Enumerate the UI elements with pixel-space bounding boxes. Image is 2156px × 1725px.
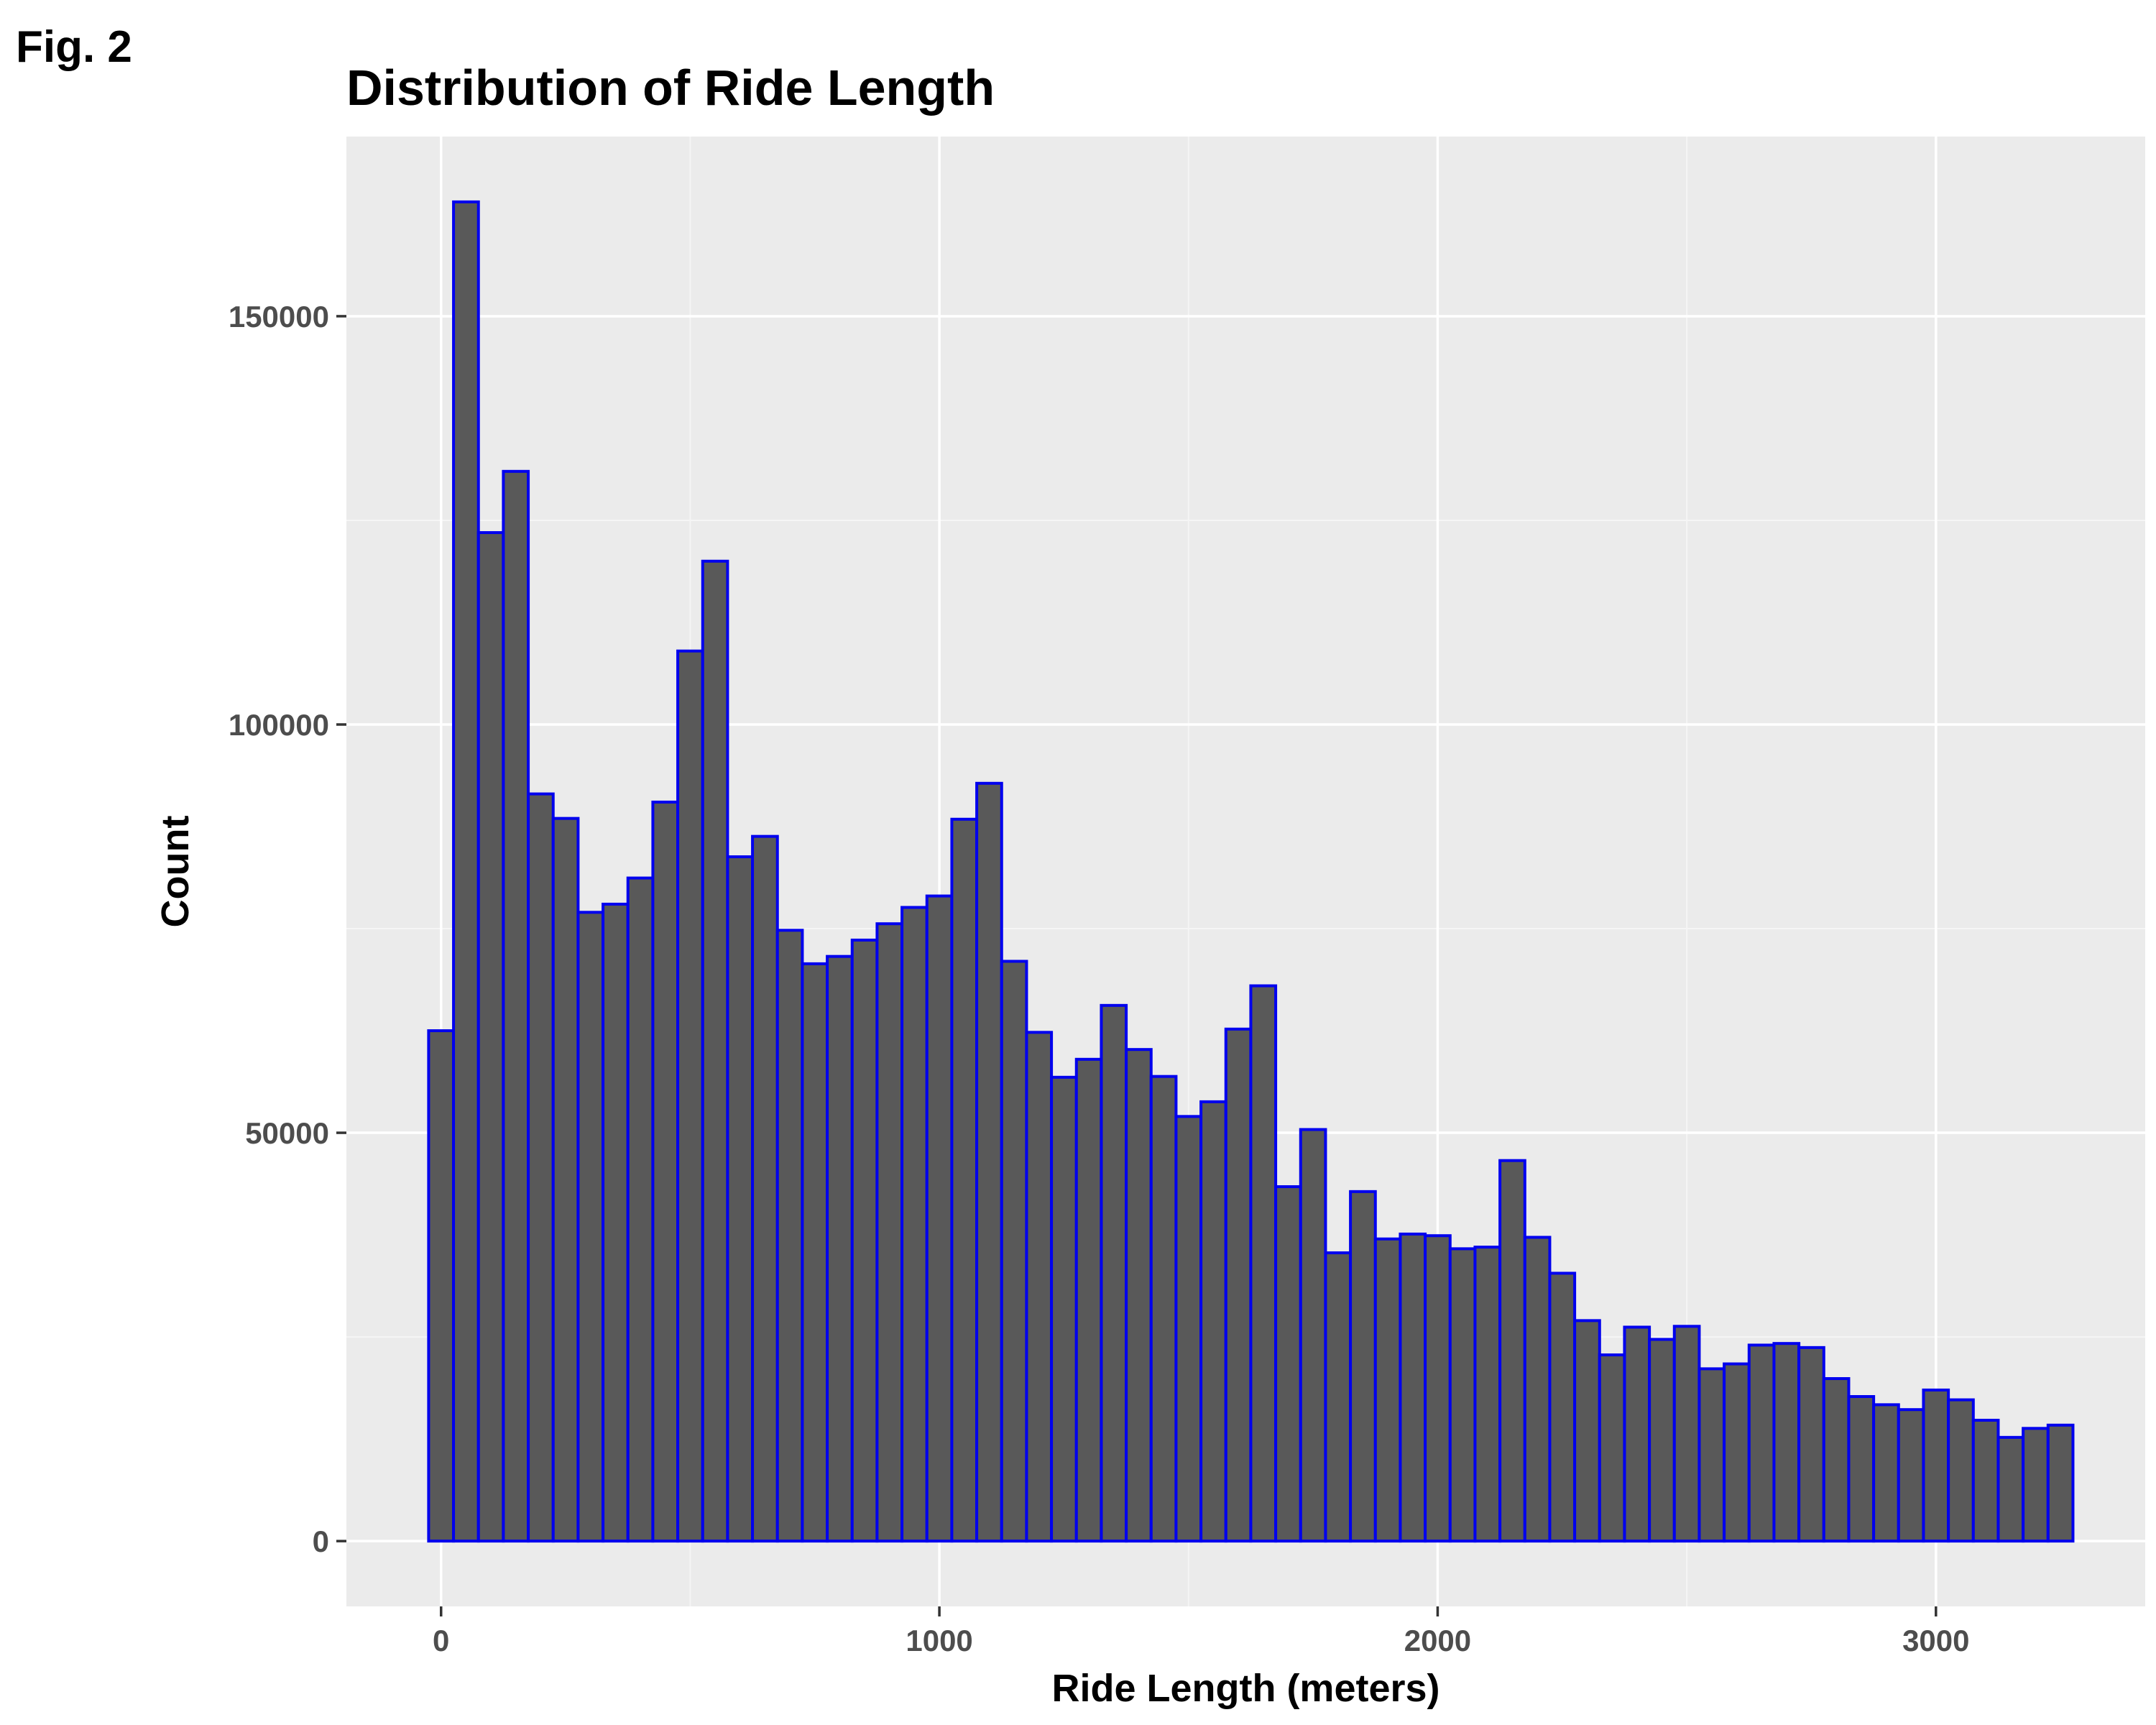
histogram-bar [1797,1346,1825,1543]
histogram-bar [602,902,630,1543]
histogram-bar [775,929,804,1543]
histogram-bar [1498,1159,1526,1543]
histogram-bar [850,938,879,1543]
histogram-bar [1922,1388,1950,1543]
histogram-bar [1598,1353,1626,1543]
histogram-bar [701,559,729,1543]
histogram-bar [651,800,680,1543]
histogram-bar [1523,1236,1552,1543]
histogram-bar [1847,1395,1876,1543]
x-axis-ticks: 0 1000 2000 3000 [433,1606,1970,1657]
y-axis-ticks: 0 50000 100000 150000 [229,300,346,1558]
histogram-bar [1074,1057,1103,1543]
histogram-bar [1897,1408,1925,1543]
histogram-bar [1473,1246,1502,1543]
histogram-bar [1623,1325,1651,1543]
histogram-bar [1000,960,1028,1543]
histogram-bar [1249,984,1278,1543]
y-tick-label: 100000 [229,708,329,742]
histogram-bar [1100,1003,1128,1543]
y-tick-label: 50000 [245,1116,329,1150]
histogram-bar [950,817,979,1543]
histogram-bar [1723,1362,1751,1543]
histogram-bar [1971,1418,2000,1543]
figure-label: Fig. 2 [16,22,132,72]
histogram-bar [1199,1100,1227,1543]
histogram-bar [1996,1435,2025,1543]
histogram-bar [1772,1342,1801,1543]
histogram-bar [1672,1325,1701,1543]
histogram-bar [1747,1343,1776,1543]
histogram-bar [726,855,755,1543]
histogram-bar [1324,1251,1353,1543]
histogram-bar [1299,1128,1327,1543]
histogram-bar [1349,1190,1377,1543]
histogram-bar [476,531,505,1543]
histogram-bar [900,906,929,1543]
histogram-bar [1648,1338,1676,1543]
histogram-bar [1149,1075,1178,1543]
histogram-bar [576,911,605,1543]
histogram-bar [1050,1075,1078,1543]
histogram-bar [1548,1271,1577,1543]
histogram-bars [427,200,2075,1543]
y-axis-title: Count [154,816,197,928]
histogram-bar [1872,1403,1900,1543]
histogram-bar [875,922,904,1543]
histogram-bar [1174,1115,1203,1543]
x-axis-title: Ride Length (meters) [1051,1667,1439,1710]
x-tick-label: 3000 [1902,1624,1969,1657]
histogram-bar [1947,1398,1975,1543]
histogram-bar [751,834,779,1543]
histogram-bar [1822,1377,1851,1543]
histogram-bar [975,781,1003,1543]
histogram-bar [1125,1048,1153,1543]
histogram-bar [1373,1237,1402,1543]
histogram-bar [801,962,829,1543]
histogram-bar [2022,1427,2050,1543]
x-tick-label: 2000 [1404,1624,1471,1657]
chart-title: Distribution of Ride Length [346,60,995,116]
histogram-bar [1399,1232,1427,1543]
histogram-bar [1448,1247,1477,1543]
histogram-bar [1697,1367,1726,1543]
histogram-bar [1573,1319,1601,1543]
histogram-bar [1224,1027,1253,1543]
histogram-bar [1274,1185,1302,1543]
histogram-bar [551,816,580,1543]
histogram-bar [826,954,854,1543]
y-tick-label: 0 [313,1524,329,1558]
histogram-bar [626,876,655,1543]
histogram-bar [502,469,530,1543]
histogram-bar [925,894,954,1543]
histogram-bar [527,792,555,1543]
histogram-bar [427,1029,456,1543]
histogram-bar [1025,1031,1054,1543]
x-tick-label: 0 [433,1624,449,1657]
x-tick-label: 1000 [906,1624,972,1657]
histogram-bar [1424,1234,1452,1543]
histogram-bar [676,649,704,1543]
histogram-bar [452,200,480,1543]
y-tick-label: 150000 [229,300,329,334]
histogram-bar [2046,1423,2075,1543]
